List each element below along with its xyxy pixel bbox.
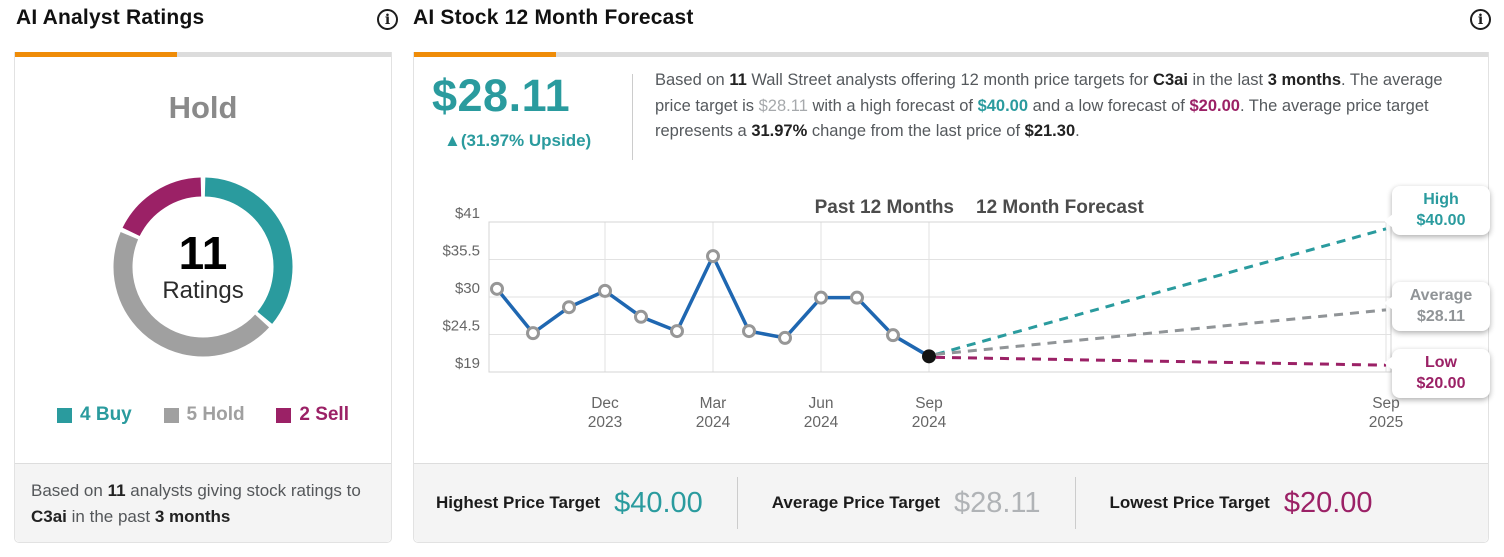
callout-arrow-icon: [1384, 356, 1393, 370]
callout-arrow-icon: [1384, 214, 1393, 228]
vertical-divider: [736, 477, 738, 529]
legend-item-buy: 4 Buy: [57, 404, 132, 426]
low-forecast-callout: Low $20.00: [1384, 349, 1490, 398]
ratings-legend: 4 Buy 5 Hold 2 Sell: [15, 404, 391, 426]
sell-swatch-icon: [276, 407, 292, 423]
forecast-chart: $41 $35.5 $30 $24.5 $19 Dec 2023 Mar 2024 Jun 2024…: [414, 186, 1490, 435]
stat-value: $28.11: [953, 486, 1041, 519]
y-axis-tick-label: $30: [455, 280, 480, 297]
accent-fill: [15, 52, 177, 57]
card-accent-bar: [15, 52, 391, 57]
legend-item-sell: 2 Sell: [276, 404, 349, 426]
stat-value: $40.00: [614, 486, 703, 519]
ratings-panel-title: AI Analyst Ratings: [16, 6, 205, 29]
forecast-line-high: [935, 227, 1387, 356]
ratings-footnote: Based on 11 analysts giving stock rating…: [31, 481, 361, 526]
chart-section-label-forecast: 12 Month Forecast: [976, 197, 1145, 218]
stat-value: $20.00: [1283, 486, 1373, 519]
legend-label-hold: 5 Hold: [186, 404, 245, 425]
x-axis-tick-label: Sep: [1372, 395, 1400, 412]
average-forecast-callout: Average $28.11: [1384, 282, 1490, 331]
average-price-target-stat: Average Price Target $28.11: [772, 487, 1041, 520]
data-point: [850, 290, 864, 305]
data-point: [814, 290, 828, 305]
x-axis-tick-label: 2023: [588, 414, 622, 431]
high-forecast-callout: High $40.00: [1384, 186, 1490, 235]
callout-label: Low: [1425, 354, 1457, 371]
forecast-line-low: [935, 355, 1387, 367]
consensus-rating-label: Hold: [168, 90, 238, 125]
forecast-panel-title: AI Stock 12 Month Forecast: [413, 6, 694, 29]
callout-arrow-icon: [1384, 296, 1393, 310]
callout-label: Average: [1409, 287, 1473, 304]
data-point: [490, 281, 504, 296]
callout-value: $28.11: [1416, 308, 1466, 325]
data-point: [670, 324, 684, 339]
stat-label: Lowest Price Target: [1109, 493, 1270, 512]
accent-fill: [414, 52, 556, 57]
price-target-block: $28.11 ▲(31.97% Upside): [432, 70, 627, 151]
lowest-price-target-stat: Lowest Price Target $20.00: [1110, 487, 1373, 520]
highest-price-target-stat: Highest Price Target $40.00: [436, 487, 703, 520]
forecast-card: $28.11 ▲(31.97% Upside) Based on 11 Wall…: [413, 52, 1490, 543]
data-point: [706, 249, 720, 264]
legend-item-hold: 5 Hold: [163, 404, 245, 426]
buy-swatch-icon: [57, 407, 72, 423]
forecast-line-average: [935, 308, 1387, 356]
data-point: [778, 330, 792, 345]
x-axis-tick-label: Sep: [915, 395, 943, 412]
x-axis-tick-label: Dec: [591, 395, 619, 412]
donut-segment-hold: [113, 231, 270, 357]
data-point: [598, 283, 612, 298]
ratings-donut-chart: 11 Ratings: [93, 157, 313, 377]
y-axis-tick-label: $41: [455, 205, 480, 222]
x-axis-tick-label: Mar: [700, 395, 727, 412]
hold-swatch-icon: [163, 407, 179, 423]
x-axis-tick-label: 2025: [1369, 414, 1403, 431]
ratings-card-footer: Based on 11 analysts giving stock rating…: [15, 463, 391, 542]
vertical-divider: [1074, 477, 1076, 529]
x-axis-tick-label: 2024: [912, 414, 947, 431]
data-point: [526, 326, 540, 341]
callout-value: $20.00: [1416, 375, 1466, 392]
donut-svg: [113, 177, 293, 357]
callout-value: $40.00: [1416, 212, 1466, 229]
analyst-ratings-card: Hold 11 Ratings 4 Buy 5 Hold 2 Sell Base…: [14, 52, 392, 543]
forecast-description: Based on 11 Wall Street analysts offerin…: [655, 71, 1443, 140]
average-price-target: $28.11: [432, 70, 571, 121]
data-point: [886, 328, 900, 343]
data-point: [634, 309, 648, 324]
card-accent-bar: [414, 52, 1488, 57]
data-point: [742, 324, 756, 339]
price-target-stats-bar: Highest Price Target $40.00 Average Pric…: [414, 463, 1488, 542]
info-icon[interactable]: i: [1470, 9, 1491, 30]
forecast-chart-svg: $41 $35.5 $30 $24.5 $19 Dec 2023 Mar 2024 Jun 2024…: [442, 197, 1403, 431]
stat-label: Average Price Target: [771, 493, 940, 512]
donut-segment-buy: [204, 177, 293, 324]
vertical-divider: [632, 74, 633, 160]
callout-label: High: [1423, 191, 1459, 208]
info-icon[interactable]: i: [377, 9, 398, 30]
stat-label: Highest Price Target: [436, 493, 601, 512]
legend-label-buy: 4 Buy: [80, 404, 132, 425]
last-price-point: [922, 349, 936, 364]
upside-label: ▲(31.97% Upside): [444, 131, 592, 150]
data-point: [562, 300, 576, 315]
donut-segment-sell: [122, 177, 202, 237]
x-axis-tick-label: Jun: [809, 395, 834, 412]
y-axis-tick-label: $35.5: [442, 243, 480, 260]
chart-section-label-past: Past 12 Months: [815, 197, 954, 218]
y-axis-tick-label: $24.5: [442, 318, 480, 335]
x-axis-tick-label: 2024: [696, 414, 731, 431]
x-axis-tick-label: 2024: [804, 414, 839, 431]
legend-label-sell: 2 Sell: [299, 404, 349, 425]
y-axis-tick-label: $19: [455, 355, 480, 372]
